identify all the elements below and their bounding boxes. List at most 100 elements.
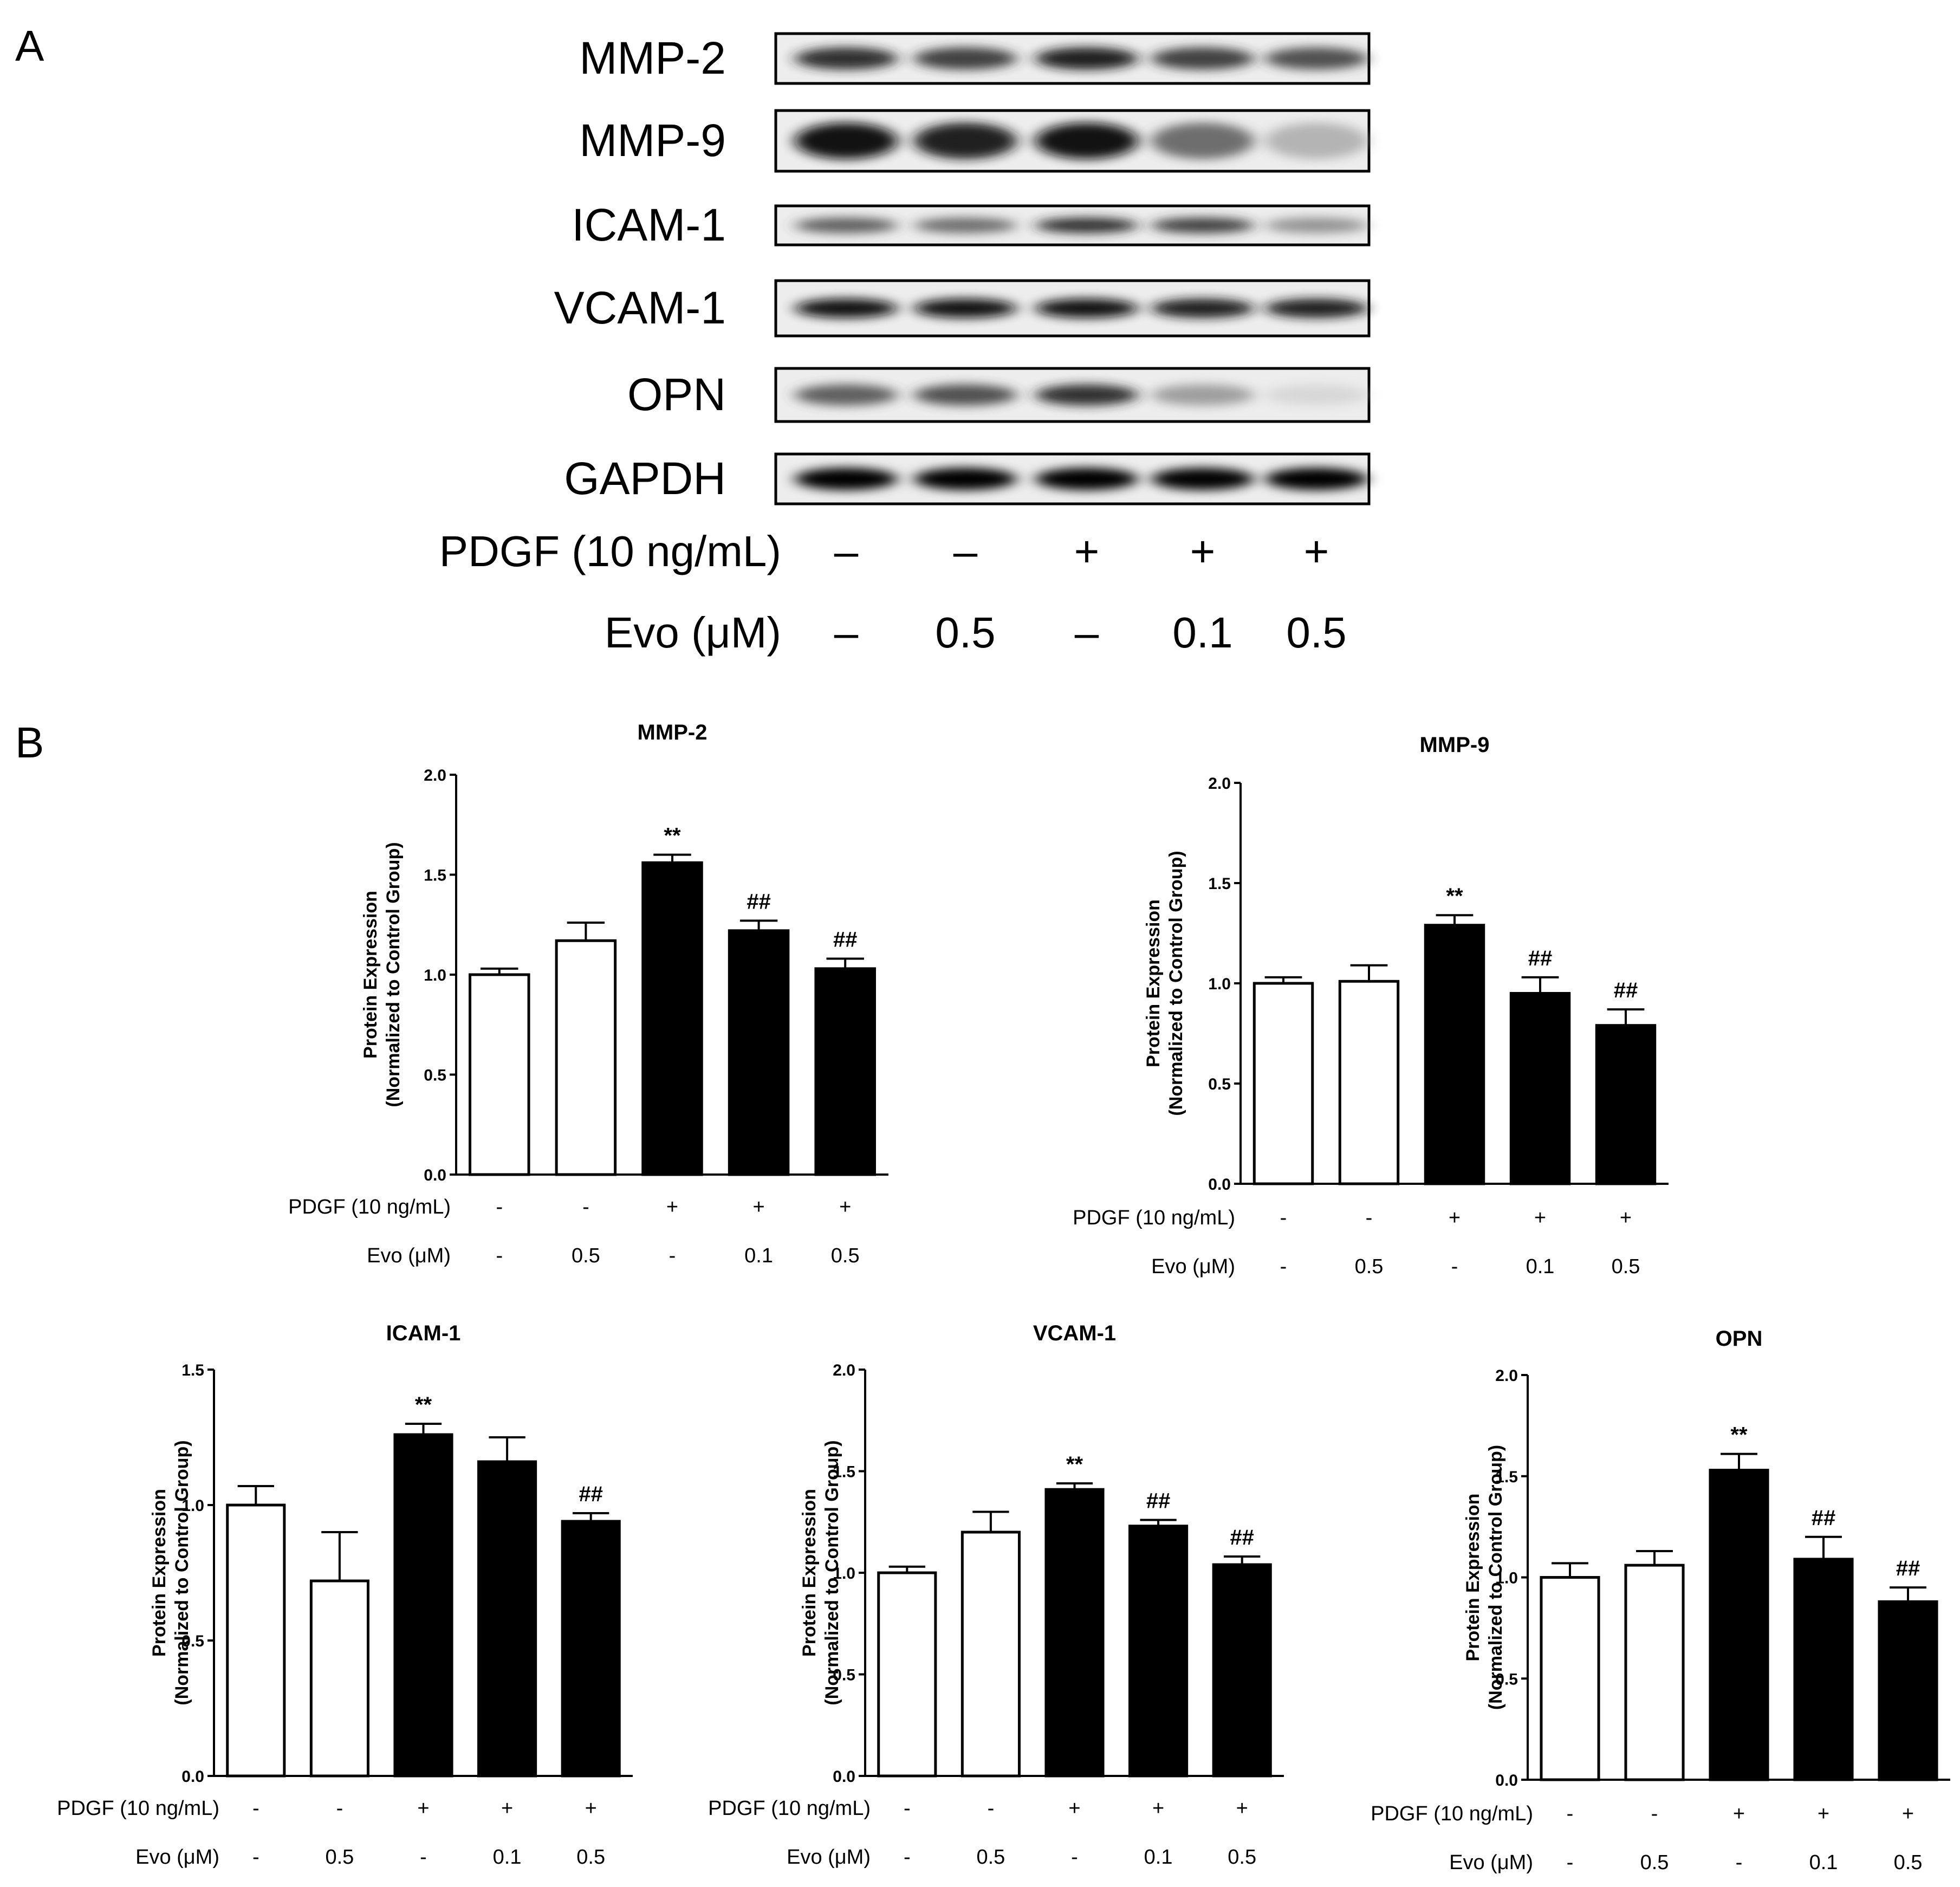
blot-band bbox=[795, 384, 898, 406]
bar bbox=[1793, 1558, 1854, 1781]
y-tick-label: 1.5 bbox=[1208, 875, 1231, 893]
blot-band bbox=[1151, 47, 1254, 70]
y-axis-label-line: Protein Expression bbox=[1143, 899, 1164, 1067]
treatment-value: 0.5 bbox=[576, 1846, 605, 1869]
significance-label: ## bbox=[1614, 978, 1638, 1002]
significance-label: ## bbox=[1146, 1489, 1171, 1513]
blot-band bbox=[1035, 217, 1138, 234]
blot-band bbox=[1151, 122, 1254, 159]
significance-label: ## bbox=[747, 890, 771, 913]
treatment-value: + bbox=[1068, 1797, 1080, 1820]
treatment-value: - bbox=[1567, 1802, 1574, 1825]
y-tick-label: 1.0 bbox=[1208, 975, 1231, 993]
bar bbox=[393, 1433, 453, 1778]
treatment-value: 0.1 bbox=[1144, 1846, 1173, 1869]
blot-row-label: VCAM-1 bbox=[554, 282, 726, 333]
significance-label: ** bbox=[664, 824, 681, 848]
panel-a-label: A bbox=[15, 22, 44, 70]
treatment-label: PDGF (10 ng/mL) bbox=[1371, 1802, 1533, 1825]
treatment-value: - bbox=[1071, 1846, 1078, 1869]
blot-band bbox=[1265, 384, 1368, 406]
blot-band bbox=[1035, 468, 1138, 490]
treatment-label: Evo (μM) bbox=[787, 1846, 871, 1869]
bar bbox=[728, 929, 790, 1176]
treatment-value: - bbox=[1280, 1207, 1287, 1229]
treatment-label: PDGF (10 ng/mL) bbox=[1073, 1207, 1235, 1229]
bar bbox=[555, 939, 617, 1176]
treatment-value: - bbox=[496, 1196, 503, 1218]
treatment-value: 0.5 bbox=[1612, 1255, 1640, 1278]
bar bbox=[960, 1531, 1021, 1778]
y-axis-label-line: Protein Expression bbox=[1463, 1494, 1483, 1662]
treatment-value: + bbox=[1733, 1802, 1745, 1825]
y-tick-label: 2.0 bbox=[833, 1361, 855, 1379]
y-axis-label: Protein Expression (Normalized to Control… bbox=[799, 1440, 842, 1705]
y-tick-label: 0.5 bbox=[1208, 1075, 1231, 1093]
blot-treatment-value: – bbox=[834, 608, 859, 657]
significance-label: ## bbox=[1528, 946, 1553, 970]
y-axis-label-line: (Normalized to Control Group) bbox=[822, 1440, 842, 1705]
bar bbox=[226, 1503, 286, 1778]
blot-band bbox=[1265, 299, 1368, 318]
significance-label: ** bbox=[1730, 1423, 1748, 1447]
blot-row: MMP-9 bbox=[579, 109, 1371, 173]
blot-band bbox=[914, 384, 1017, 406]
treatment-value: - bbox=[988, 1797, 995, 1820]
bar bbox=[877, 1571, 937, 1778]
y-axis-label-line: (Normalized to Control Group) bbox=[383, 842, 404, 1107]
treatment-value: + bbox=[752, 1196, 764, 1218]
treatment-label: PDGF (10 ng/mL) bbox=[708, 1797, 871, 1820]
western-blot: MMP-2 MMP-9 ICAM-1 VCAM-1 OPN GAPDH PDGF (10 n… bbox=[439, 32, 1371, 657]
bar bbox=[1595, 1024, 1657, 1185]
chart-title: VCAM-1 bbox=[1033, 1321, 1116, 1345]
bar-chart: ICAM-1 Protein Expression (Normalized to C… bbox=[57, 1321, 633, 1869]
treatment-value: - bbox=[252, 1846, 259, 1869]
treatment-value: 0.5 bbox=[831, 1244, 860, 1267]
treatment-value: - bbox=[1567, 1851, 1574, 1874]
treatment-value: + bbox=[1902, 1802, 1914, 1825]
significance-label: ** bbox=[1446, 884, 1463, 908]
blot-band bbox=[1035, 299, 1138, 318]
bar bbox=[1128, 1525, 1189, 1778]
y-tick-label: 0.0 bbox=[1495, 1772, 1518, 1789]
treatment-value: - bbox=[252, 1797, 259, 1820]
treatment-value: - bbox=[1651, 1802, 1658, 1825]
treatment-value: + bbox=[1534, 1207, 1546, 1229]
bar bbox=[561, 1520, 621, 1778]
treatment-label: Evo (μM) bbox=[1449, 1851, 1533, 1874]
treatment-value: 0.5 bbox=[572, 1244, 600, 1267]
chart-title: OPN bbox=[1716, 1327, 1763, 1351]
bar bbox=[469, 973, 530, 1176]
blot-band bbox=[795, 299, 898, 318]
blot-band bbox=[1151, 468, 1254, 490]
y-tick-label: 0.0 bbox=[424, 1166, 446, 1184]
blot-band bbox=[1151, 384, 1254, 406]
bar bbox=[1212, 1563, 1272, 1778]
blot-band bbox=[795, 122, 898, 159]
bar bbox=[1509, 992, 1571, 1185]
treatment-value: 0.5 bbox=[1228, 1846, 1256, 1869]
treatment-value: - bbox=[1280, 1255, 1287, 1278]
panel-b-label: B bbox=[15, 718, 44, 767]
blot-treatment-label: Evo (μM) bbox=[605, 608, 781, 657]
bar bbox=[641, 861, 703, 1176]
treatment-label: Evo (μM) bbox=[367, 1244, 451, 1267]
bar bbox=[1338, 980, 1400, 1185]
treatment-value: - bbox=[1451, 1255, 1458, 1278]
blot-treatment-value: + bbox=[1304, 527, 1329, 575]
y-tick-label: 1.0 bbox=[181, 1497, 204, 1515]
y-tick-label: 0.0 bbox=[181, 1768, 204, 1786]
blot-band bbox=[795, 47, 898, 70]
treatment-value: + bbox=[666, 1196, 678, 1218]
y-axis-label-line: (Normalized to Control Group) bbox=[1166, 851, 1186, 1116]
bar bbox=[1540, 1576, 1600, 1781]
treatment-value: - bbox=[496, 1244, 503, 1267]
blot-band bbox=[1265, 468, 1368, 490]
blot-band bbox=[1151, 217, 1254, 234]
treatment-value: - bbox=[1366, 1207, 1373, 1229]
y-axis-label: Protein Expression (Normalized to Control… bbox=[360, 842, 404, 1107]
significance-label: ## bbox=[1812, 1506, 1836, 1530]
treatment-value: + bbox=[585, 1797, 597, 1820]
blot-row: MMP-2 bbox=[579, 32, 1371, 85]
